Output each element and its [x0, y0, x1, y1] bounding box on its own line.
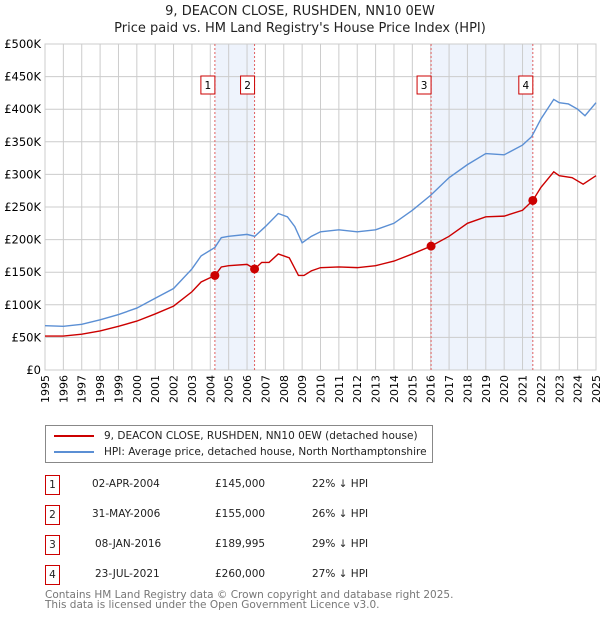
x-tick-label: 2010: [315, 375, 328, 403]
legend-item-hpi: HPI: Average price, detached house, Nort…: [54, 444, 427, 460]
y-tick-label: £150K: [4, 265, 41, 279]
chart-title: 9, DEACON CLOSE, RUSHDEN, NN10 0EW: [165, 4, 435, 19]
hpi-line: [44, 98, 597, 328]
x-tick-label: 2013: [370, 375, 383, 403]
legend: 9, DEACON CLOSE, RUSHDEN, NN10 0EW (deta…: [45, 425, 433, 463]
sale-number-box: [518, 75, 534, 95]
x-tick-label: 2008: [278, 375, 291, 403]
y-tick-label: £250K: [4, 200, 41, 214]
sale-date: 31-MAY-2006: [92, 508, 161, 520]
x-tick-label: 2004: [204, 375, 217, 403]
x-tick-label: 2024: [572, 375, 585, 403]
x-tick-label: 2020: [498, 375, 511, 403]
y-tick-label: £100K: [4, 298, 41, 312]
sale-hpi-diff: 29% ↓ HPI: [312, 538, 369, 550]
sale-number-label: 1: [205, 80, 212, 92]
sale-price: £260,000: [215, 568, 266, 580]
sale-date: 02-APR-2004: [92, 478, 160, 490]
x-tick-label: 2021: [517, 375, 530, 403]
legend-label: 9, DEACON CLOSE, RUSHDEN, NN10 0EW (deta…: [104, 430, 418, 442]
x-tick-label: 2022: [535, 375, 548, 403]
x-tick-label: 2009: [296, 375, 309, 403]
x-tick-label: 2003: [186, 375, 199, 403]
x-tick-label: 2015: [406, 375, 419, 403]
x-tick-label: 2006: [241, 375, 254, 403]
y-tick-label: £350K: [4, 135, 41, 149]
sale-number-label: 2: [244, 80, 251, 92]
sale-number: 3: [45, 535, 60, 555]
x-tick-label: 1999: [112, 375, 125, 403]
x-tick-label: 2017: [443, 375, 456, 403]
sale-number: 2: [45, 505, 60, 525]
sale-point: [250, 264, 260, 274]
footer-line: Contains HM Land Registry data © Crown c…: [45, 589, 454, 601]
y-tick-label: £50K: [12, 330, 42, 344]
sale-number-label: 4: [522, 80, 529, 92]
x-tick-label: 1997: [76, 375, 89, 403]
sale-row: 3 08-JAN-2016 £189,995 29% ↓ HPI: [45, 535, 465, 555]
footer-line: This data is licensed under the Open Gov…: [45, 599, 380, 611]
x-tick-label: 2007: [259, 375, 272, 403]
x-tick-label: 2019: [480, 375, 493, 403]
sale-price: £189,995: [215, 538, 266, 550]
y-tick-label: £200K: [4, 233, 41, 247]
x-tick-label: 2001: [149, 375, 162, 403]
sale-price: £145,000: [215, 478, 266, 490]
y-tick-label: £0: [26, 363, 41, 377]
sale-number-box: [416, 75, 432, 95]
x-tick-label: 2016: [425, 375, 438, 403]
y-tick-label: £500K: [4, 37, 41, 51]
sale-date: 23-JUL-2021: [95, 568, 160, 580]
chart-subtitle: Price paid vs. HM Land Registry's House …: [114, 21, 486, 36]
sale-number-label: 3: [421, 80, 428, 92]
sale-number: 4: [45, 565, 60, 585]
x-tick-label: 2005: [223, 375, 236, 403]
sale-row: 1 02-APR-2004 £145,000 22% ↓ HPI: [45, 475, 465, 495]
x-tick-label: 1996: [57, 375, 70, 403]
property-price-line: [45, 170, 597, 337]
sale-number: 1: [45, 475, 60, 495]
sale-hpi-diff: 26% ↓ HPI: [312, 508, 369, 520]
x-tick-label: 1998: [94, 375, 107, 403]
x-tick-label: 2023: [553, 375, 566, 403]
legend-swatch: [54, 451, 94, 453]
sale-price: £155,000: [215, 508, 266, 520]
sale-point: [426, 241, 436, 251]
x-tick-label: 1995: [39, 375, 52, 403]
x-tick-label: 2000: [131, 375, 144, 403]
plot-area: 1995 1996 1997 1998 1999 2000 2001 2002 2003 2004…: [4, 37, 600, 403]
x-tick-label: 2014: [388, 375, 401, 403]
sale-hpi-diff: 27% ↓ HPI: [312, 568, 369, 580]
legend-label: HPI: Average price, detached house, Nort…: [104, 446, 427, 458]
legend-item-property: 9, DEACON CLOSE, RUSHDEN, NN10 0EW (deta…: [54, 428, 418, 444]
footer: Contains HM Land Registry data © Crown c…: [45, 589, 454, 611]
y-tick-label: £400K: [4, 102, 41, 116]
sale-hpi-diff: 22% ↓ HPI: [312, 478, 369, 490]
x-tick-label: 2018: [461, 375, 474, 403]
x-tick-label: 2025: [590, 375, 600, 403]
x-tick-label: 2012: [351, 375, 364, 403]
x-tick-label: 2011: [333, 375, 346, 403]
y-tick-label: £300K: [4, 167, 41, 181]
y-tick-label: £450K: [4, 70, 41, 84]
sale-point: [528, 195, 538, 205]
sale-row: 4 23-JUL-2021 £260,000 27% ↓ HPI: [45, 565, 465, 585]
sale-point: [210, 270, 220, 280]
x-tick-label: 2002: [168, 375, 181, 403]
sale-row: 2 31-MAY-2006 £155,000 26% ↓ HPI: [45, 505, 465, 525]
sale-number-box: [200, 75, 216, 95]
sale-number-box: [240, 75, 256, 95]
plot-border: [44, 43, 597, 371]
sale-date: 08-JAN-2016: [95, 538, 162, 550]
legend-swatch: [54, 435, 94, 437]
